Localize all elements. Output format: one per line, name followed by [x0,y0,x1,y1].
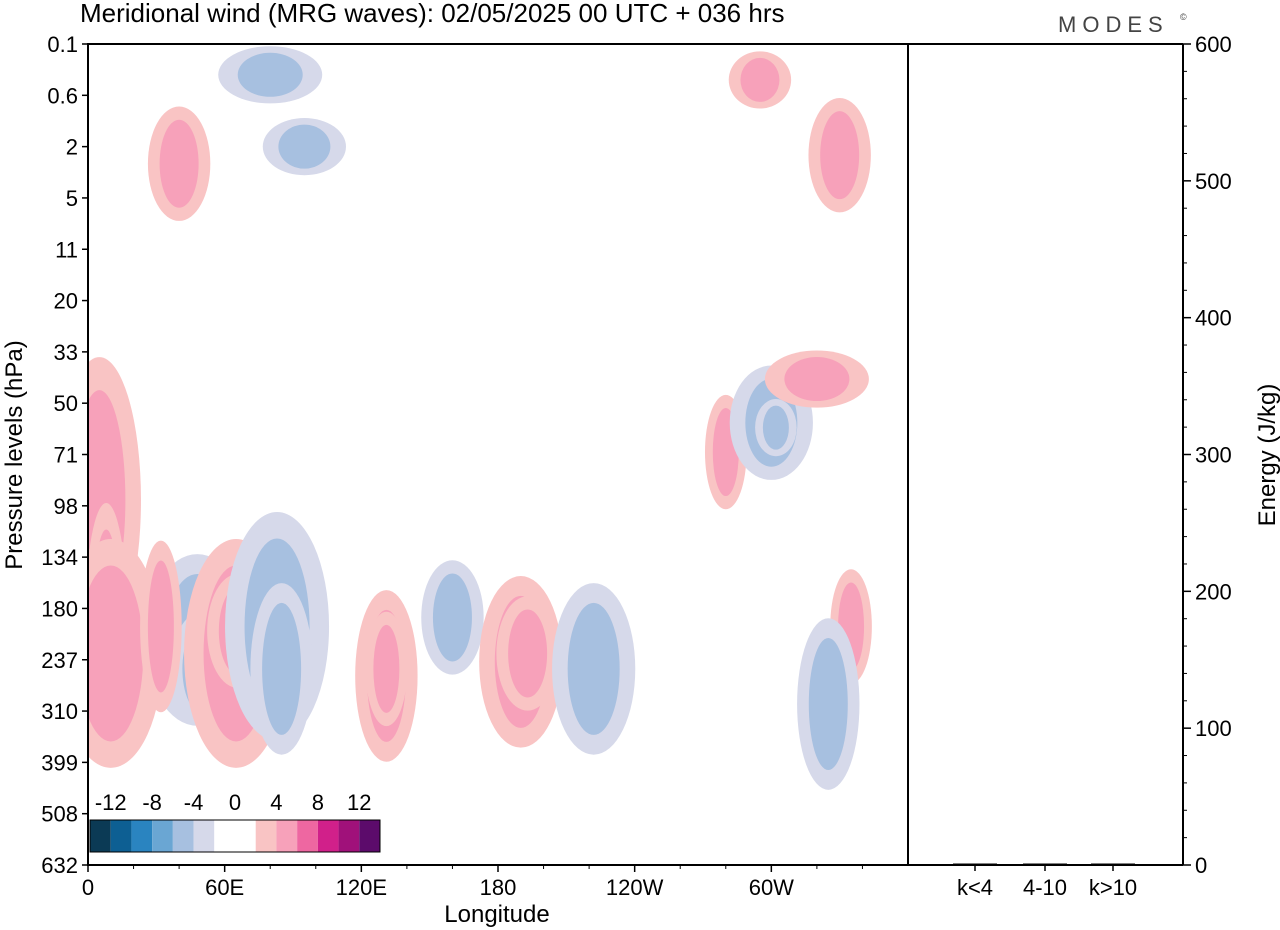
longitude-axis: 0 60E 120E 180 120W 60W [82,865,863,900]
colorbar-segment [359,820,380,852]
y-tick-label: 310 [41,699,78,724]
colorbar-label: -4 [184,790,204,815]
contour-core [784,357,850,402]
y-tick-label: 11 [55,237,78,262]
energy-bar [1091,863,1135,865]
colorbar-segment [90,820,111,852]
contour-core [88,565,144,742]
contour-core [159,119,199,208]
y-tick-label: 508 [41,802,78,827]
energy-tick-label: 100 [1195,716,1232,741]
colorbar-segment [172,820,194,852]
energy-category-label: 4-10 [1023,875,1067,900]
contour-core [567,602,620,735]
colorbar-segment [214,820,235,852]
contour-core [237,52,303,97]
contour-core [373,624,400,713]
x-tick-label: 120E [336,875,387,900]
colorbar: -12 -8 -4 0 4 8 12 [89,790,381,853]
pressure-axis: 0.1 0.6 2 5 11 20 33 50 71 98 134 180 237 310 399 508 63… [41,32,88,878]
colorbar-segment [235,820,256,852]
chart-title: Meridional wind (MRG waves): 02/05/2025 … [80,0,785,28]
contour-core [820,111,860,200]
contour-core [262,602,302,735]
energy-bar [953,863,997,865]
y-tick-label: 71 [54,443,78,468]
energy-bar [1023,863,1067,865]
energy-category-label: k<4 [957,875,993,900]
y-tick-label: 0.1 [47,32,78,57]
energy-tick-label: 0 [1195,853,1207,878]
x-tick-label: 0 [82,875,94,900]
energy-tick-label: 200 [1195,579,1232,604]
colorbar-segment [131,820,153,852]
y-tick-label: 2 [66,135,78,160]
contour-core [508,609,548,698]
contour-core [432,573,472,662]
energy-tick-label: 300 [1195,443,1232,468]
x-tick-label: 60E [205,875,244,900]
colorbar-segment [152,820,173,852]
y-tick-label: 20 [54,289,78,314]
contour-fields [88,46,872,790]
contour-core [740,57,780,102]
colorbar-segment [276,820,298,852]
y-tick-label: 632 [41,853,78,878]
colorbar-label: 0 [229,790,241,815]
colorbar-segment [255,820,277,852]
x-tick-label: 180 [480,875,517,900]
brand-mark: © [1180,12,1187,22]
colorbar-segment [317,820,339,852]
heatmap-panel [87,43,909,866]
colorbar-frame [89,819,381,853]
x-tick-label: 120W [606,875,664,900]
y-axis-label: Pressure levels (hPa) [1,340,28,569]
colorbar-label: -8 [142,790,162,815]
colorbar-label: 8 [312,790,324,815]
colorbar-segment [193,820,215,852]
y-tick-label: 33 [54,340,78,365]
y-tick-label: 5 [66,186,78,211]
y-tick-label: 180 [41,596,78,621]
energy-axis-label: Energy (J/kg) [1254,384,1280,527]
energy-categories: k<4 4-10 k>10 [957,865,1137,900]
y-tick-label: 0.6 [47,83,78,108]
energy-tick-label: 500 [1195,169,1232,194]
energy-tick-label: 600 [1195,32,1232,57]
contour-core [278,124,331,169]
contour-core [147,560,174,693]
y-tick-label: 98 [54,494,78,519]
x-tick-label: 60W [749,875,794,900]
contour-core [762,405,789,450]
y-tick-label: 50 [54,391,78,416]
energy-bars [953,863,1135,865]
colorbar-segment [297,820,318,852]
y-tick-label: 134 [41,545,78,570]
energy-category-label: k>10 [1089,875,1137,900]
energy-panel: 0 100 200 300 400 500 600 k<4 4-10 k>10 [908,32,1232,900]
colorbar-label: -12 [95,790,127,815]
colorbar-label: 4 [270,790,282,815]
colorbar-segment [338,820,360,852]
y-tick-label: 237 [41,648,78,673]
colorbar-label: 12 [347,790,371,815]
energy-tick-label: 400 [1195,306,1232,331]
x-axis-label: Longitude [444,901,549,928]
contour-core [808,638,848,771]
brand-logo: MODES [1058,12,1169,37]
energy-axis: 0 100 200 300 400 500 600 [1183,32,1232,878]
colorbar-segment [110,820,132,852]
y-tick-label: 399 [41,750,78,775]
